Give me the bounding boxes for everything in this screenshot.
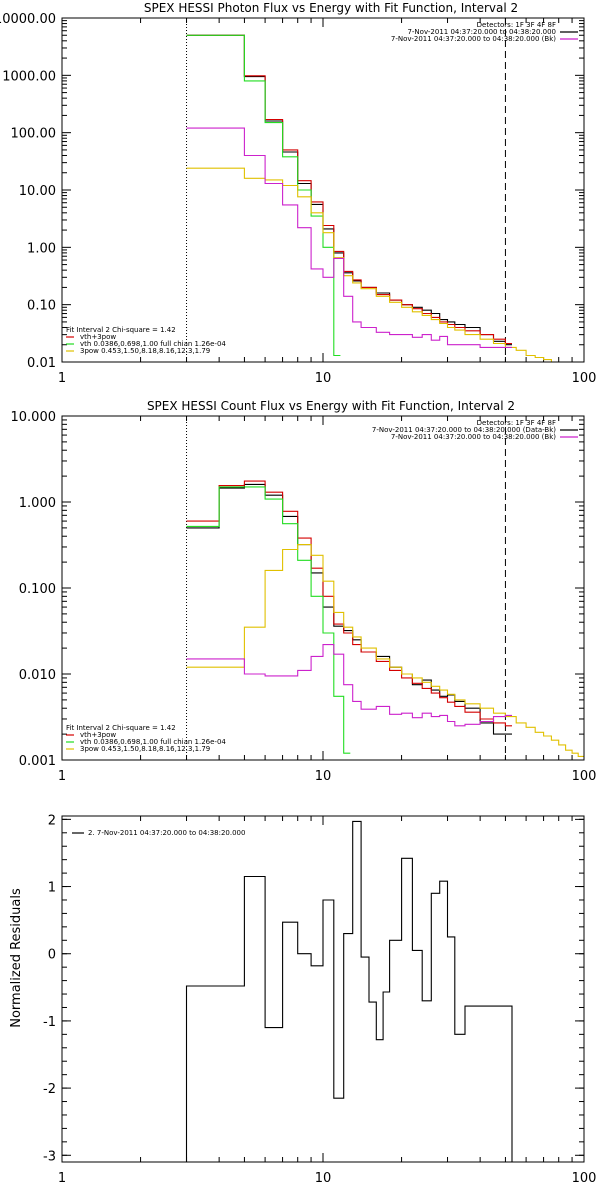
y-tick-label: 2 [48, 813, 56, 828]
series-line-4 [186, 644, 512, 727]
y-tick-label: 10.000 [11, 410, 57, 425]
legend-top-text: 2. 7-Nov-2011 04:37:20.000 to 04:38:20.0… [88, 829, 245, 837]
y-tick-label: -1 [43, 1015, 56, 1030]
y-tick-label: 0.001 [19, 754, 56, 769]
y-tick-label: 0 [48, 948, 56, 963]
y-tick-label: 10.00 [19, 184, 56, 199]
y-tick-label: 0.01 [27, 356, 56, 371]
photon-flux-title: SPEX HESSI Photon Flux vs Energy with Fi… [144, 1, 518, 15]
series-line-2 [186, 34, 341, 357]
legend-bottom-text: Fit Interval 2 Chi-square = 1.42 [66, 326, 176, 334]
series-line-3 [186, 544, 584, 757]
legend-top-text: Detectors: 1F 3F 4F 8F [477, 21, 556, 29]
plot-frame [61, 415, 585, 761]
legend-bottom-text: vth 0.0386,0.698,1.00 full chian 1.26e-0… [80, 340, 226, 348]
y-tick-label: 1 [48, 881, 56, 896]
series-line-2 [186, 486, 351, 754]
legend-top-text: 7-Nov-2011 04:37:20.000 to 04:38:20.000 … [391, 35, 556, 43]
y-tick-label: 100.00 [11, 127, 57, 142]
series-line-0 [186, 34, 512, 346]
residuals-panel: Normalized Residuals 1 10 100 -3 -2 -1 0 1 2 2. 7… [9, 813, 596, 1186]
x-tick-label: 100 [572, 769, 597, 784]
y-tick-label: 1.000 [19, 496, 56, 511]
y-tick-label: 1000.00 [2, 69, 56, 84]
count-flux-title: SPEX HESSI Count Flux vs Energy with Fit… [147, 399, 515, 413]
legend-bottom-text: 3pow 0.453,1.50,8.18,8.16,12.3,1.79 [80, 745, 210, 753]
plot-frame [61, 17, 585, 363]
legend-bottom-text: vth+3pow [80, 731, 116, 739]
x-tick-label: 1 [58, 371, 66, 386]
x-tick-label: 100 [572, 1171, 597, 1186]
legend-top-text: 7-Nov-2011 04:37:20.000 to 04:38:20.000 [407, 28, 556, 36]
y-tick-label: 1.00 [27, 241, 56, 256]
legend-bottom-text: 3pow 0.453,1.50,8.18,8.16,12.3,1.79 [80, 347, 210, 355]
y-tick-label: 10000.00 [0, 12, 56, 27]
photon-flux-panel: SPEX HESSI Photon Flux vs Energy with Fi… [0, 1, 596, 386]
series-line-1 [186, 480, 512, 727]
y-tick-label: 0.10 [27, 299, 56, 314]
legend-bottom-text: vth+3pow [80, 333, 116, 341]
series-line-0 [185, 820, 513, 1162]
series-line-4 [186, 127, 512, 348]
y-tick-label: 0.010 [19, 668, 56, 683]
series-line-0 [186, 483, 512, 735]
legend-top-text: 7-Nov-2011 04:37:20.000 to 04:38:20.000 … [391, 433, 556, 441]
plot-frame [61, 815, 585, 1163]
x-tick-label: 100 [572, 371, 597, 386]
residuals-ylabel: Normalized Residuals [9, 888, 24, 1028]
legend-bottom-text: vth 0.0386,0.698,1.00 full chian 1.26e-0… [80, 738, 226, 746]
y-tick-label: -3 [43, 1149, 56, 1164]
x-tick-label: 10 [315, 769, 332, 784]
legend-bottom-text: Fit Interval 2 Chi-square = 1.42 [66, 724, 176, 732]
x-tick-label: 1 [58, 1171, 66, 1186]
count-flux-panel: SPEX HESSI Count Flux vs Energy with Fit… [11, 399, 597, 784]
series-line-3 [186, 167, 558, 362]
x-tick-label: 10 [315, 371, 332, 386]
x-tick-label: 10 [315, 1171, 332, 1186]
y-tick-label: 0.100 [19, 582, 56, 597]
series-line-1 [186, 34, 512, 345]
y-tick-label: -2 [43, 1082, 56, 1097]
legend-top-text: Detectors: 1F 3F 4F 8F [477, 419, 556, 427]
legend-top-text: 7-Nov-2011 04:37:20.000 to 04:38:20.000 … [372, 426, 556, 434]
x-tick-label: 1 [58, 769, 66, 784]
